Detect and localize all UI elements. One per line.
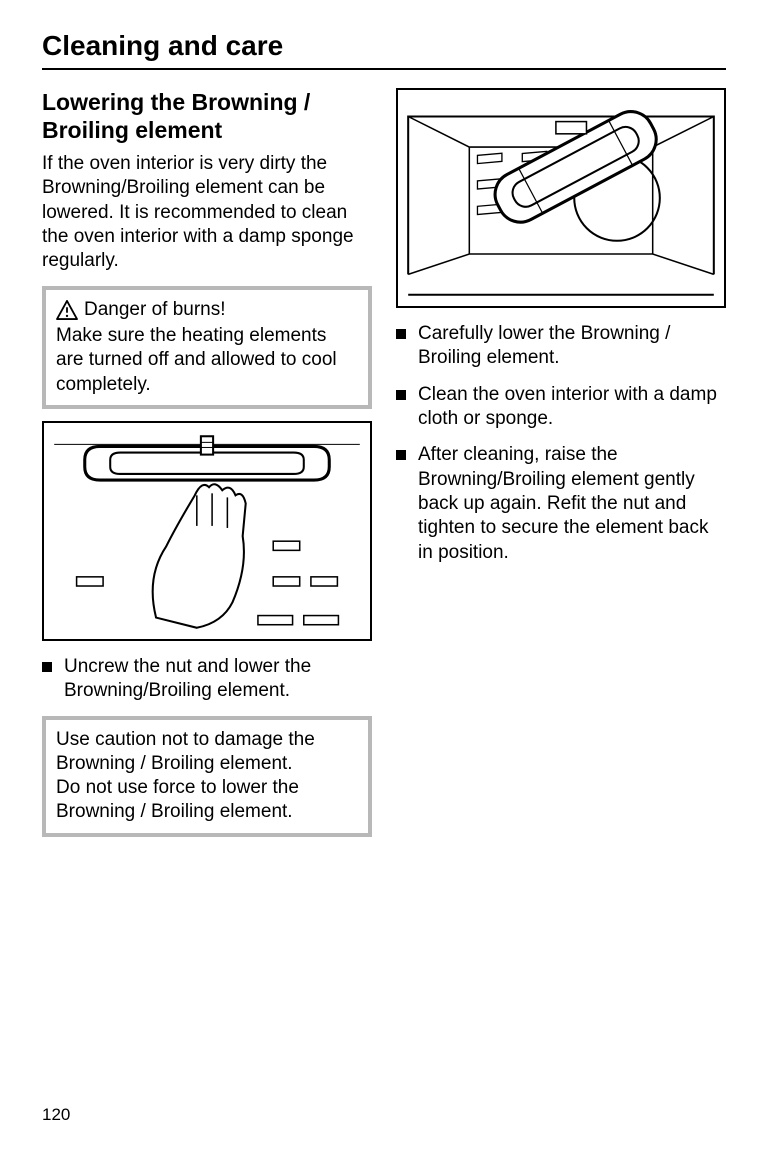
- caution-text-2: Do not use force to lower the Browning /…: [56, 776, 358, 825]
- caution-callout: Use caution not to damage the Browning /…: [42, 716, 372, 837]
- page-title: Cleaning and care: [42, 30, 726, 62]
- warning-title: Danger of burns!: [84, 298, 226, 322]
- right-column: Carefully lower the Browning / Broiling …: [396, 88, 726, 849]
- illustration-hand-unscrew-icon: [44, 423, 370, 639]
- manual-page: Cleaning and care Lowering the Browning …: [0, 0, 768, 1149]
- list-item: Uncrew the nut and lower the Browning/Br…: [42, 655, 372, 704]
- warning-callout: Danger of burns! Make sure the heating e…: [42, 286, 372, 409]
- page-number: 120: [42, 1105, 70, 1125]
- warning-body: Make sure the heating elements are turne…: [56, 324, 358, 397]
- section-subheading: Lowering the Browning / Broiling element: [42, 88, 372, 144]
- title-rule: [42, 68, 726, 70]
- figure-unscrew-nut: [42, 421, 372, 641]
- right-step-list: Carefully lower the Browning / Broiling …: [396, 322, 726, 565]
- left-column: Lowering the Browning / Broiling element…: [42, 88, 372, 849]
- illustration-oven-interior-icon: [398, 90, 724, 306]
- left-step-list: Uncrew the nut and lower the Browning/Br…: [42, 655, 372, 704]
- list-item: After cleaning, raise the Browning/Broil…: [396, 443, 726, 565]
- list-item: Carefully lower the Browning / Broiling …: [396, 322, 726, 371]
- list-item: Clean the oven interior with a damp clot…: [396, 383, 726, 432]
- caution-text-1: Use caution not to damage the Browning /…: [56, 728, 358, 777]
- warning-triangle-icon: [56, 300, 78, 320]
- intro-paragraph: If the oven interior is very dirty the B…: [42, 152, 372, 274]
- two-column-layout: Lowering the Browning / Broiling element…: [42, 88, 726, 849]
- figure-lowered-element: [396, 88, 726, 308]
- warning-title-line: Danger of burns!: [56, 298, 358, 322]
